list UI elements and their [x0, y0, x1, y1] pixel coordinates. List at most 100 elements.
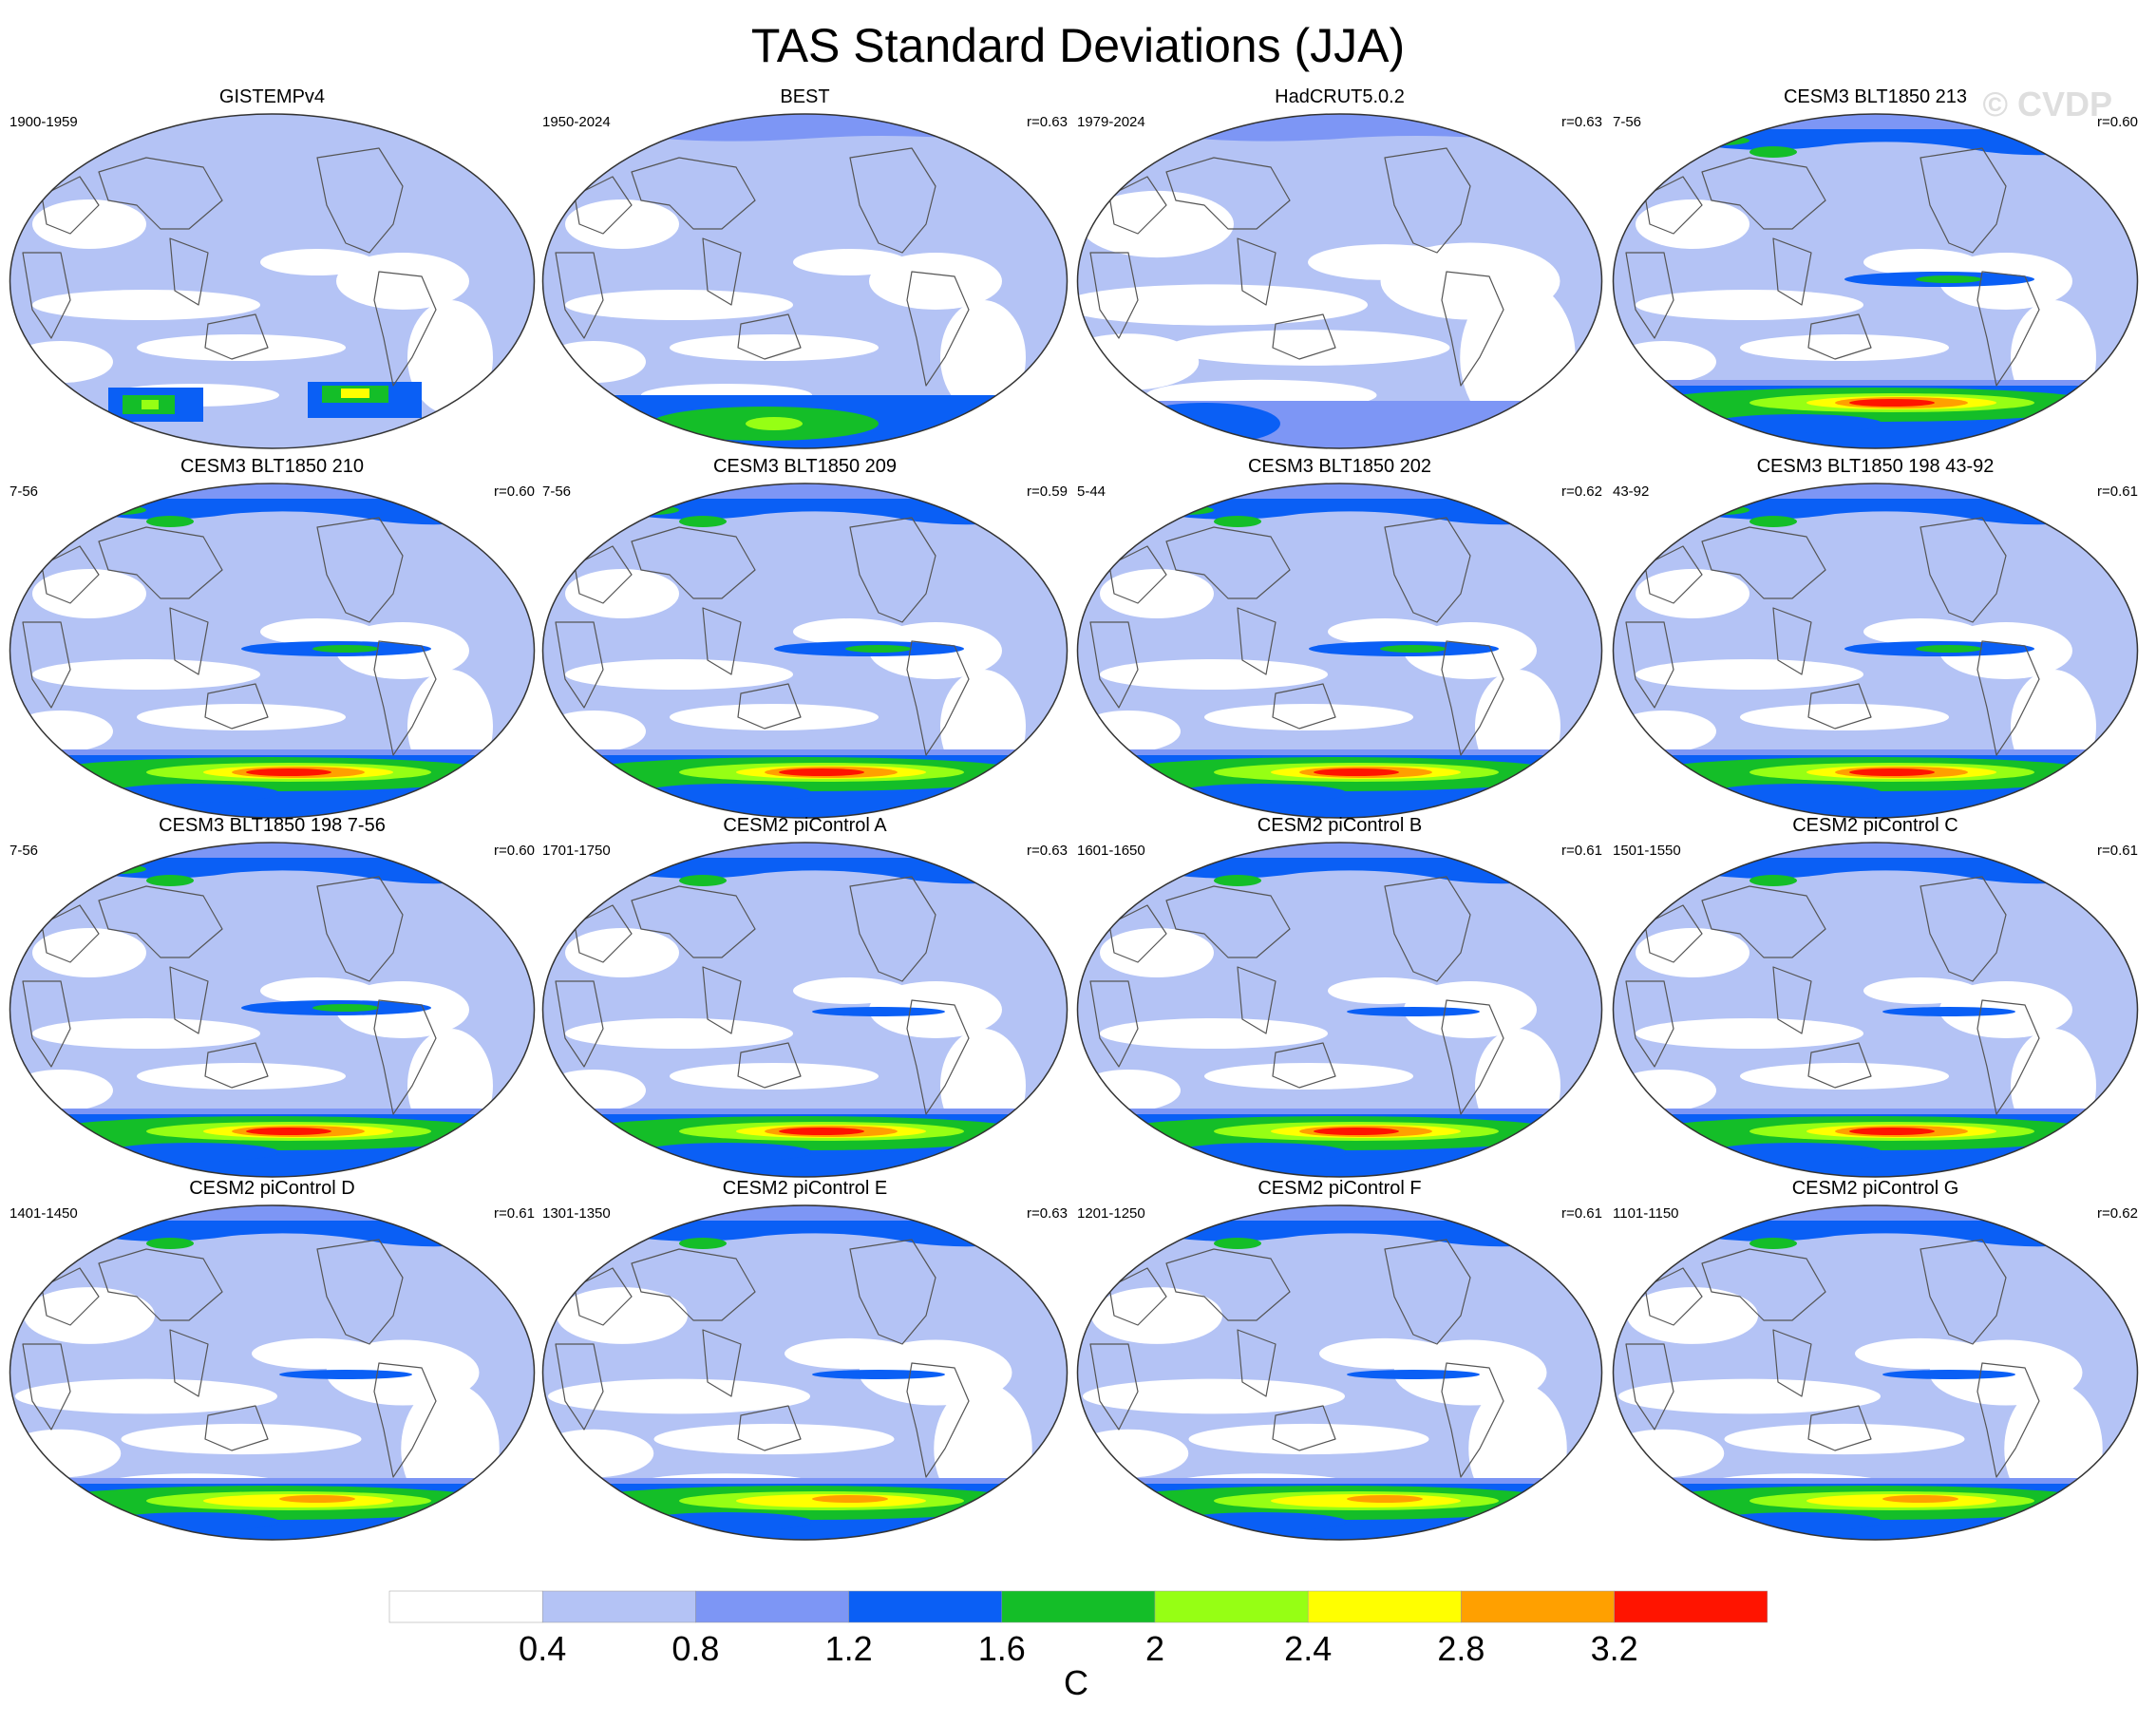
panel-correlation: r=0.61	[2097, 483, 2138, 500]
panel-title: CESM3 BLT1850 210	[180, 456, 365, 477]
panel-correlation: r=0.59	[1027, 483, 1068, 500]
panel-title: CESM2 piControl E	[722, 1178, 888, 1199]
panel-years: 7-56	[9, 843, 39, 859]
panel-title: CESM3 BLT1850 213	[1783, 86, 1968, 107]
panel-years: 1601-1650	[1077, 843, 1145, 859]
colorbar: 0.4 0.8 1.2 1.6 2 2.4 2.8 3.2	[388, 1590, 1768, 1665]
panel-years: 1201-1250	[1077, 1205, 1145, 1222]
panel-title: CESM2 piControl G	[1791, 1178, 1959, 1199]
panel-years: 1101-1150	[1613, 1205, 1679, 1222]
colorbar-swatch	[1307, 1590, 1462, 1623]
robinson-map	[1076, 1204, 1603, 1541]
panel-title: BEST	[780, 86, 830, 107]
panel-years: 1701-1750	[542, 843, 611, 859]
colorbar-swatch	[1614, 1590, 1768, 1623]
colorbar-swatch	[541, 1590, 696, 1623]
robinson-map	[1612, 842, 2139, 1178]
map-panel: CESM2 piControl E 1301-1350 r=0.63	[537, 1175, 1073, 1545]
map-panel: CESM3 BLT1850 210 7-56 r=0.60	[4, 453, 540, 824]
panel-correlation: r=0.63	[1027, 1205, 1068, 1222]
colorbar-tick-label: 2	[1145, 1629, 1164, 1665]
panel-correlation: r=0.61	[494, 1205, 535, 1222]
panel-title: CESM2 piControl F	[1258, 1178, 1422, 1199]
robinson-map	[541, 842, 1069, 1178]
robinson-map	[1076, 113, 1603, 449]
panel-years: 1401-1450	[9, 1205, 78, 1222]
colorbar-swatch	[1461, 1590, 1615, 1623]
colorbar-tick-label: 0.8	[671, 1629, 719, 1665]
panel-years: 5-44	[1077, 483, 1106, 500]
map-panel: HadCRUT5.0.2 1979-2024 r=0.63	[1071, 84, 1608, 454]
panel-title: CESM3 BLT1850 198 43-92	[1756, 456, 1995, 477]
colorbar-tick-label: 3.2	[1591, 1629, 1638, 1665]
watermark: © CVDP	[1982, 85, 2112, 123]
colorbar-tick-label: 1.2	[825, 1629, 873, 1665]
map-panel: CESM2 piControl C 1501-1550 r=0.61	[1607, 812, 2144, 1183]
robinson-map	[541, 113, 1069, 449]
colorbar-swatch	[1154, 1590, 1309, 1623]
panel-correlation: r=0.62	[2097, 1205, 2138, 1222]
colorbar-tick-label: 0.4	[519, 1629, 566, 1665]
robinson-map	[541, 1204, 1069, 1541]
colorbar-swatch	[848, 1590, 1003, 1623]
map-panel: CESM3 BLT1850 198 7-56 7-56 r=0.60	[4, 812, 540, 1183]
colorbar-swatch	[388, 1590, 543, 1623]
colorbar-tick-label: 1.6	[978, 1629, 1026, 1665]
robinson-map	[9, 113, 536, 449]
panel-years: 1900-1959	[9, 114, 78, 130]
map-panel: CESM3 BLT1850 202 5-44 r=0.62	[1071, 453, 1608, 824]
map-panel: CESM2 piControl F 1201-1250 r=0.61	[1071, 1175, 1608, 1545]
robinson-map	[1612, 113, 2139, 449]
colorbar-swatch	[1001, 1590, 1156, 1623]
robinson-map	[1612, 1204, 2139, 1541]
map-panel: CESM2 piControl A 1701-1750 r=0.63	[537, 812, 1073, 1183]
panel-correlation: r=0.61	[1561, 843, 1602, 859]
map-panel: CESM3 BLT1850 213 7-56 r=0.60	[1607, 84, 2144, 454]
robinson-map	[1076, 483, 1603, 819]
panel-title: CESM3 BLT1850 198 7-56	[159, 815, 386, 836]
robinson-map	[9, 483, 536, 819]
panel-title: CESM2 piControl C	[1792, 815, 1958, 836]
colorbar-swatch	[695, 1590, 849, 1623]
map-panel: BEST 1950-2024 r=0.63	[537, 84, 1073, 454]
robinson-map	[1612, 483, 2139, 819]
map-panel: GISTEMPv4 1900-1959	[4, 84, 540, 454]
panel-correlation: r=0.62	[1561, 483, 1602, 500]
robinson-map	[9, 842, 536, 1178]
panel-title: CESM2 piControl B	[1257, 815, 1423, 836]
panel-years: 7-56	[1613, 114, 1642, 130]
robinson-map	[541, 483, 1069, 819]
map-panel: CESM2 piControl G 1101-1150 r=0.62	[1607, 1175, 2144, 1545]
panel-correlation: r=0.61	[1561, 1205, 1602, 1222]
robinson-map	[9, 1204, 536, 1541]
panel-title: CESM2 piControl A	[723, 815, 887, 836]
panel-correlation: r=0.61	[2097, 843, 2138, 859]
map-panel: CESM2 piControl B 1601-1650 r=0.61	[1071, 812, 1608, 1183]
robinson-map	[1076, 842, 1603, 1178]
colorbar-units: C	[1064, 1663, 1088, 1702]
panel-title: HadCRUT5.0.2	[1275, 86, 1405, 107]
panel-years: 7-56	[542, 483, 572, 500]
figure-title: TAS Standard Deviations (JJA)	[750, 19, 1406, 72]
panel-correlation: r=0.63	[1027, 843, 1068, 859]
panel-years: 1301-1350	[542, 1205, 611, 1222]
panel-years: 1501-1550	[1613, 843, 1681, 859]
panel-years: 7-56	[9, 483, 39, 500]
panel-title: CESM3 BLT1850 202	[1247, 456, 1432, 477]
map-panel: CESM3 BLT1850 198 43-92 43-92 r=0.61	[1607, 453, 2144, 824]
panel-correlation: r=0.60	[494, 483, 535, 500]
colorbar-tick-label: 2.4	[1284, 1629, 1332, 1665]
panel-years: 1979-2024	[1077, 114, 1145, 130]
map-panel: CESM3 BLT1850 209 7-56 r=0.59	[537, 453, 1073, 824]
colorbar-tick-label: 2.8	[1437, 1629, 1485, 1665]
panel-title: GISTEMPv4	[218, 86, 326, 107]
panel-correlation: r=0.60	[494, 843, 535, 859]
panel-correlation: r=0.63	[1561, 114, 1602, 130]
map-panel: CESM2 piControl D 1401-1450 r=0.61	[4, 1175, 540, 1545]
panel-correlation: r=0.60	[2097, 114, 2138, 130]
panel-years: 1950-2024	[542, 114, 611, 130]
panel-title: CESM2 piControl D	[189, 1178, 355, 1199]
panel-years: 43-92	[1613, 483, 1650, 500]
panel-title: CESM3 BLT1850 209	[712, 456, 898, 477]
panel-correlation: r=0.63	[1027, 114, 1068, 130]
